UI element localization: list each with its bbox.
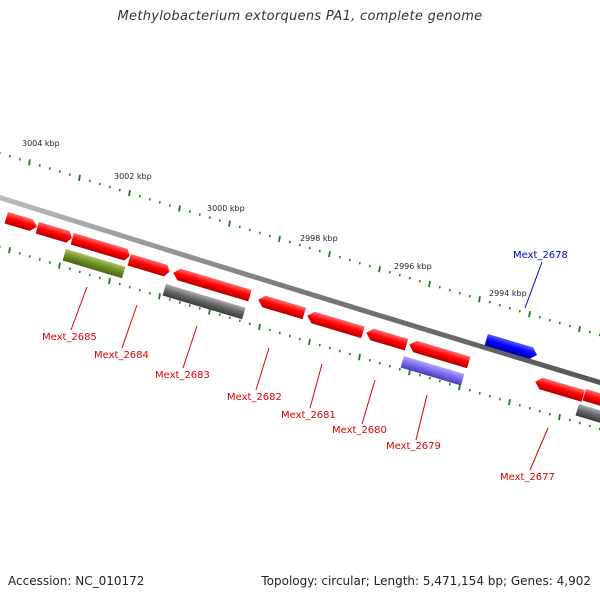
major-tick [108,277,111,285]
major-tick [278,235,281,243]
scale-label-3004: 3004 kbp [22,139,60,148]
gene-feature[interactable] [4,212,39,233]
major-tick [508,399,511,406]
inner-scale-ticks [0,245,600,431]
gene-feature[interactable] [575,404,600,425]
gene-feature[interactable] [408,339,471,369]
gene-feature[interactable] [70,233,132,262]
gene-label-mext-2681[interactable]: Mext_2681 [281,410,336,421]
major-tick [78,174,81,181]
major-tick [328,250,331,258]
gene-feature[interactable] [257,294,306,320]
gene-label-mext-2685[interactable]: Mext_2685 [42,332,97,343]
major-tick [258,323,261,331]
gene-feature[interactable] [127,254,172,277]
major-tick [428,281,431,288]
gene-feature[interactable] [582,389,600,408]
major-tick [378,266,381,273]
major-tick [8,247,11,254]
major-tick [28,159,31,166]
gene-label-mext-2677[interactable]: Mext_2677 [500,472,555,483]
genome-summary-text: Topology: circular; Length: 5,471,154 bp… [261,574,591,588]
outer-scale-ticks [0,151,600,337]
gene-feature[interactable] [534,376,585,402]
accession-text: Accession: NC_010172 [8,574,145,588]
major-tick [458,384,461,391]
gene-feature[interactable] [172,267,252,302]
gene-label-mext-2680[interactable]: Mext_2680 [332,425,387,436]
map-title: Methylobacterium extorquens PA1, complet… [117,9,483,24]
gene-feature[interactable] [62,248,126,279]
major-tick [228,220,231,227]
gene-features [4,212,600,425]
scale-label-2994: 2994 kbp [489,289,527,298]
major-tick [358,354,361,361]
major-tick [128,190,131,197]
gene-feature[interactable] [365,327,409,351]
major-tick [528,311,531,318]
major-tick [478,296,481,303]
gene-feature[interactable] [162,284,246,320]
gene-label-mext-2678[interactable]: Mext_2678 [513,250,568,261]
gene-feature[interactable] [484,334,539,361]
major-tick [158,293,161,300]
gene-label-mext-2684[interactable]: Mext_2684 [94,350,149,361]
major-tick [578,325,581,333]
major-tick [208,308,211,315]
label-leaders [70,261,549,471]
gene-label-mext-2679[interactable]: Mext_2679 [386,441,441,452]
scale-label-2996: 2996 kbp [394,262,432,271]
major-tick [558,413,561,421]
gene-label-mext-2682[interactable]: Mext_2682 [227,392,282,403]
gene-feature[interactable] [400,356,465,386]
scale-label-3002: 3002 kbp [114,172,152,181]
gene-feature[interactable] [306,310,365,339]
gene-feature[interactable] [35,222,74,244]
scale-label-2998: 2998 kbp [300,234,338,243]
genome-backbone [0,194,600,386]
major-tick [308,338,311,346]
scale-label-3000: 3000 kbp [207,204,245,213]
major-tick [178,205,181,212]
major-tick [58,262,61,269]
gene-label-mext-2683[interactable]: Mext_2683 [155,370,210,381]
